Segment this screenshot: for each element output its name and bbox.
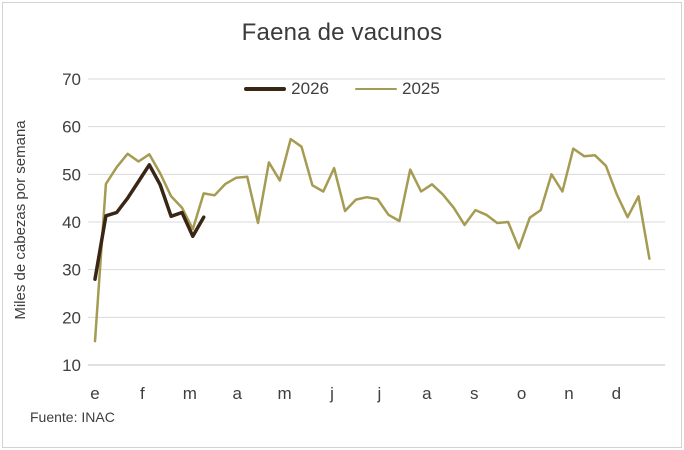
- legend-line-swatch-2026: [244, 87, 287, 91]
- legend-item-2025: 2025: [355, 79, 440, 99]
- x-month-label-2-f: f: [140, 384, 145, 403]
- x-month-label-9-s: s: [470, 384, 479, 403]
- y-tick-label-40: 40: [62, 213, 81, 232]
- y-tick-label-60: 60: [62, 118, 81, 137]
- x-month-label-10-o: o: [517, 384, 526, 403]
- x-month-label-3-m: m: [183, 384, 197, 403]
- x-month-label-7-j: j: [377, 384, 382, 403]
- series-line-2026: [93, 163, 206, 281]
- x-month-label-6-j: j: [329, 384, 334, 403]
- legend-label-2026: 2026: [291, 79, 329, 98]
- y-tick-label-20: 20: [62, 308, 81, 327]
- source-note: Fuente: INAC: [30, 409, 115, 425]
- y-tick-label-10: 10: [62, 356, 81, 375]
- x-month-label-4-a: a: [232, 384, 242, 403]
- legend-label-2025: 2025: [402, 79, 440, 98]
- y-tick-label-70: 70: [62, 70, 81, 89]
- chart-title: Faena de vacunos: [241, 19, 443, 46]
- x-month-label-11-n: n: [564, 384, 573, 403]
- legend-line-swatch-2025: [355, 87, 397, 91]
- x-month-label-5-m: m: [278, 384, 292, 403]
- series-line-2025: [93, 137, 651, 343]
- x-month-label-12-d: d: [612, 384, 621, 403]
- legend-item-2026: 2026: [244, 79, 329, 99]
- plot-area: 70 60 50 40 30 20 10 e f m a m j j a s o n d: [62, 70, 665, 403]
- x-month-label-8-a: a: [422, 384, 432, 403]
- x-month-label-1-e: e: [90, 384, 99, 403]
- y-tick-label-30: 30: [62, 261, 81, 280]
- legend: 2026 2025: [3, 79, 681, 99]
- y-tick-label-50: 50: [62, 165, 81, 184]
